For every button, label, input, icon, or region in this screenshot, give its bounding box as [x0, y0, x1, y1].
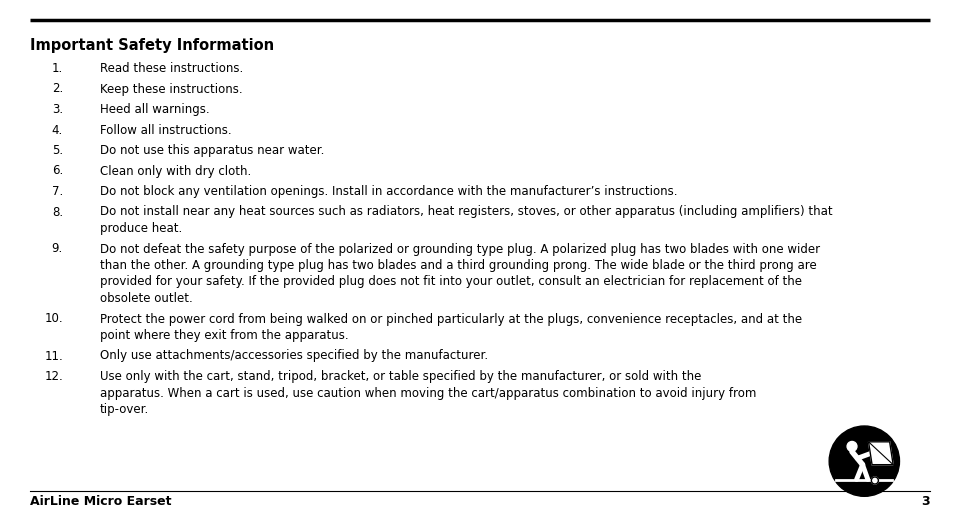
Text: Read these instructions.: Read these instructions.	[100, 62, 243, 75]
Text: Do not defeat the safety purpose of the polarized or grounding type plug. A pola: Do not defeat the safety purpose of the …	[100, 242, 820, 305]
Text: 3.: 3.	[51, 103, 63, 116]
Text: Only use attachments/accessories specified by the manufacturer.: Only use attachments/accessories specifi…	[100, 349, 488, 362]
Text: 8.: 8.	[51, 205, 63, 219]
Polygon shape	[867, 442, 892, 465]
Text: AirLine Micro Earset: AirLine Micro Earset	[30, 495, 172, 508]
Text: Heed all warnings.: Heed all warnings.	[100, 103, 210, 116]
Text: Do not install near any heat sources such as radiators, heat registers, stoves, : Do not install near any heat sources suc…	[100, 205, 832, 235]
Text: 3: 3	[921, 495, 929, 508]
Text: 2.: 2.	[51, 83, 63, 96]
Text: Follow all instructions.: Follow all instructions.	[100, 124, 232, 136]
Text: 5.: 5.	[51, 144, 63, 157]
Text: 4.: 4.	[51, 124, 63, 136]
Text: 11.: 11.	[44, 349, 63, 362]
Circle shape	[828, 426, 899, 496]
Text: 9.: 9.	[51, 242, 63, 255]
Text: Keep these instructions.: Keep these instructions.	[100, 83, 242, 96]
Text: 1.: 1.	[51, 62, 63, 75]
Text: 7.: 7.	[51, 185, 63, 198]
Text: Clean only with dry cloth.: Clean only with dry cloth.	[100, 164, 251, 177]
Text: Do not use this apparatus near water.: Do not use this apparatus near water.	[100, 144, 324, 157]
Circle shape	[846, 442, 856, 451]
Text: Important Safety Information: Important Safety Information	[30, 38, 274, 53]
Text: 10.: 10.	[45, 312, 63, 326]
Text: Do not block any ventilation openings. Install in accordance with the manufactur: Do not block any ventilation openings. I…	[100, 185, 677, 198]
Text: Protect the power cord from being walked on or pinched particularly at the plugs: Protect the power cord from being walked…	[100, 312, 801, 342]
Text: 6.: 6.	[51, 164, 63, 177]
Text: 12.: 12.	[44, 370, 63, 383]
Circle shape	[870, 477, 878, 484]
Text: Use only with the cart, stand, tripod, bracket, or table specified by the manufa: Use only with the cart, stand, tripod, b…	[100, 370, 756, 416]
